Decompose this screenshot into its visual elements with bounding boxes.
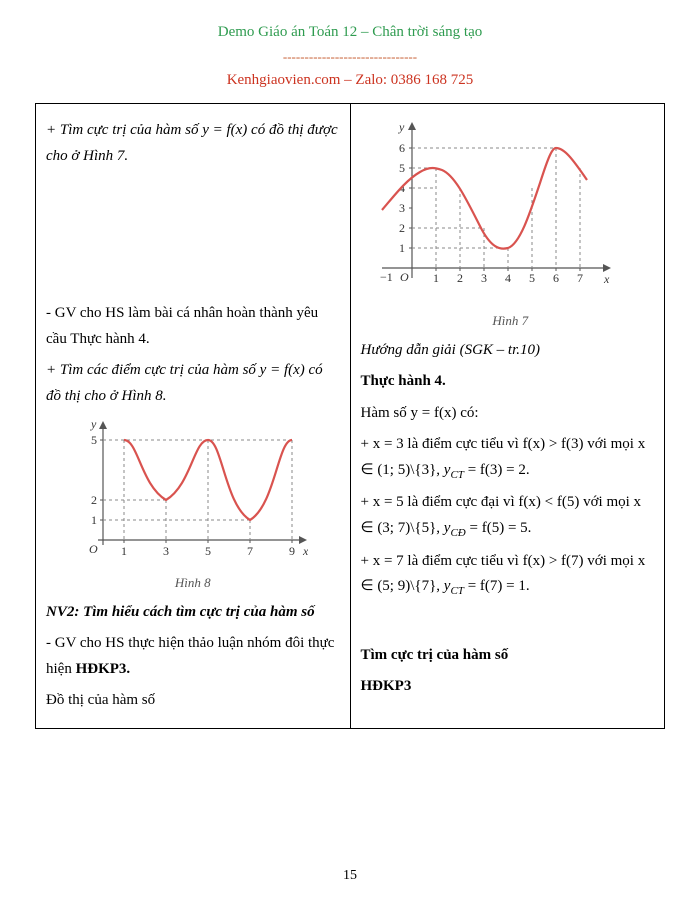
figure-8: 1 2 5 1 3 5 7 9 O y x (46, 415, 340, 594)
header-contact: Kenhgiaovien.com – Zalo: 0386 168 725 (35, 68, 665, 94)
svg-text:2: 2 (399, 221, 405, 235)
svg-text:x: x (603, 272, 610, 286)
left-nv2: NV2: Tìm hiểu cách tìm cực trị của hàm s… (46, 600, 340, 626)
left-p4b: HĐKP3. (76, 661, 131, 677)
right-x5: + x = 5 là điểm cực đại vì f(x) < f(5) v… (361, 490, 655, 542)
figure-8-caption: Hình 8 (46, 572, 340, 594)
left-column: + Tìm cực trị của hàm số y = f(x) có đồ … (36, 104, 351, 729)
svg-text:1: 1 (433, 271, 439, 285)
svg-text:2: 2 (91, 493, 97, 507)
svg-text:5: 5 (205, 544, 211, 558)
right-x5d: = f(5) = 5. (466, 520, 532, 536)
svg-text:5: 5 (399, 161, 405, 175)
svg-text:y: y (90, 417, 97, 431)
figure-8-svg: 1 2 5 1 3 5 7 9 O y x (78, 415, 308, 560)
svg-text:O: O (89, 542, 98, 556)
right-x3c: CT (450, 469, 463, 481)
right-heading: Tìm cực trị của hàm số (361, 643, 655, 669)
left-p3: + Tìm các điểm cực trị của hàm số y = f(… (46, 358, 340, 409)
svg-text:3: 3 (399, 201, 405, 215)
right-x3d: = f(3) = 2. (464, 462, 530, 478)
svg-text:1: 1 (121, 544, 127, 558)
left-p2: - GV cho HS làm bài cá nhân hoàn thành y… (46, 301, 340, 352)
page-header: Demo Giáo án Toán 12 – Chân trời sáng tạ… (35, 20, 665, 93)
fig7-xticks: −1 O 1 2 3 4 5 6 7 (380, 268, 583, 285)
page-number: 15 (0, 864, 700, 888)
svg-text:2: 2 (457, 271, 463, 285)
svg-text:3: 3 (481, 271, 487, 285)
right-hdkp: HĐKP3 (361, 674, 655, 700)
right-practice: Thực hành 4. (361, 369, 655, 395)
left-p5: Đồ thị của hàm số (46, 688, 340, 714)
svg-text:1: 1 (399, 241, 405, 255)
right-x7: + x = 7 là điểm cực tiểu vì f(x) > f(7) … (361, 549, 655, 601)
svg-text:9: 9 (289, 544, 295, 558)
svg-text:3: 3 (163, 544, 169, 558)
svg-text:7: 7 (247, 544, 253, 558)
figure-7-caption: Hình 7 (367, 310, 655, 332)
right-line0: Hàm số y = f(x) có: (361, 401, 655, 427)
header-title: Demo Giáo án Toán 12 – Chân trời sáng tạ… (35, 20, 665, 46)
right-x3: + x = 3 là điểm cực tiểu vì f(x) > f(3) … (361, 432, 655, 484)
right-x7c: CT (450, 585, 463, 597)
svg-text:7: 7 (577, 271, 583, 285)
content-table: + Tìm cực trị của hàm số y = f(x) có đồ … (35, 103, 665, 729)
svg-text:1: 1 (91, 513, 97, 527)
svg-text:y: y (398, 120, 405, 134)
svg-text:4: 4 (505, 271, 511, 285)
right-column: 1 2 3 4 5 6 −1 O 1 2 3 4 5 6 7 (350, 104, 665, 729)
figure-7-svg: 1 2 3 4 5 6 −1 O 1 2 3 4 5 6 7 (367, 118, 617, 298)
header-dashes: ------------------------------- (35, 46, 665, 68)
svg-text:O: O (400, 270, 409, 284)
left-p4: - GV cho HS thực hiện thảo luận nhóm đôi… (46, 631, 340, 682)
svg-text:−1: −1 (380, 270, 393, 284)
right-x7d: = f(7) = 1. (464, 578, 530, 594)
right-x5c: CĐ (450, 527, 465, 539)
svg-text:6: 6 (399, 141, 405, 155)
fig7-yticks: 1 2 3 4 5 6 (399, 141, 412, 255)
figure-7: 1 2 3 4 5 6 −1 O 1 2 3 4 5 6 7 (367, 118, 655, 332)
svg-text:6: 6 (553, 271, 559, 285)
svg-text:5: 5 (529, 271, 535, 285)
svg-text:5: 5 (91, 433, 97, 447)
svg-text:x: x (302, 544, 308, 558)
left-p1: + Tìm cực trị của hàm số y = f(x) có đồ … (46, 118, 340, 169)
right-guide: Hướng dẫn giải (SGK – tr.10) (361, 338, 655, 364)
